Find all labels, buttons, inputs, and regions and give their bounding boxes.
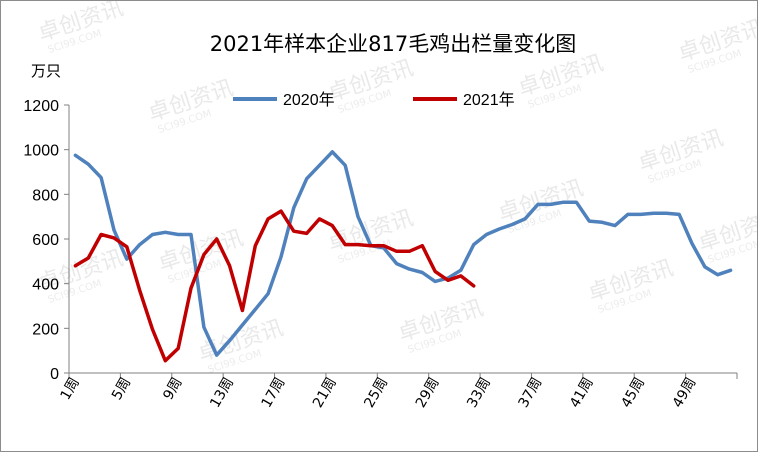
x-tick-label: 33周 <box>464 375 494 411</box>
x-tick-label: 45周 <box>618 375 648 411</box>
legend: 2020年 2021年 <box>233 91 515 109</box>
series-line-2 <box>73 209 476 363</box>
watermark-layer: 卓创资讯SCI99.COM卓创资讯SCI99.COM卓创资讯SCI99.COM卓… <box>35 1 757 376</box>
x-tick-label: 1周 <box>58 375 83 403</box>
x-tick-label: 25周 <box>361 375 391 411</box>
y-tick-label: 600 <box>32 232 59 249</box>
legend-label-2: 2021年 <box>463 91 515 109</box>
x-axis: 1周 5周 9周 13周 17周 21周 25周 29周 33周 37周 41周 45周 49周 <box>58 372 738 411</box>
x-tick-label: 5周 <box>109 375 134 403</box>
x-tick-label: 41周 <box>567 375 597 411</box>
x-tick-label: 37周 <box>516 375 546 411</box>
chart-title: 2021年样本企业817毛鸡出栏量变化图 <box>210 32 577 56</box>
x-tick-label: 29周 <box>413 375 443 411</box>
x-tick-label: 17周 <box>259 375 289 411</box>
x-tick-label: 49周 <box>670 375 700 411</box>
y-tick-label: 1200 <box>23 98 59 115</box>
x-tick-label: 21周 <box>310 375 340 411</box>
y-tick-label: 400 <box>32 277 59 294</box>
x-tick-label: 9周 <box>160 375 185 403</box>
y-axis-unit-label: 万只 <box>31 62 61 80</box>
x-tick-label: 13周 <box>207 375 237 411</box>
legend-label-1: 2020年 <box>283 91 335 109</box>
y-axis: 0 200 400 600 800 1000 1200 <box>23 98 70 383</box>
y-tick-label: 0 <box>50 366 59 383</box>
y-tick-label: 1000 <box>23 143 59 160</box>
y-tick-label: 800 <box>32 187 59 204</box>
series-layer <box>73 150 733 363</box>
y-tick-label: 200 <box>32 321 59 338</box>
series-line-1 <box>73 150 733 357</box>
